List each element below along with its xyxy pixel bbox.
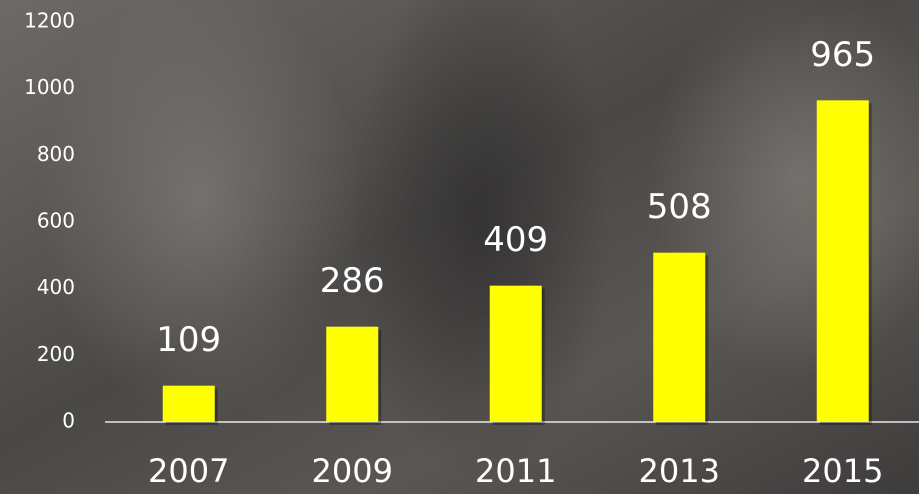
data-label: 109 (156, 320, 221, 360)
data-label: 286 (320, 261, 385, 301)
data-label: 409 (483, 220, 548, 260)
bar (817, 100, 869, 422)
y-tick-label: 600 (37, 209, 75, 233)
bar (653, 253, 705, 422)
x-tick-label: 2011 (475, 452, 556, 490)
y-tick-label: 1200 (24, 9, 75, 33)
bar (163, 386, 215, 422)
x-tick-label: 2015 (802, 452, 883, 490)
y-tick-label: 0 (62, 409, 75, 433)
chart: 0 200 400 600 800 1000 1200 2007 109 2009 286 2011 4… (0, 0, 919, 494)
x-tick-label: 2007 (148, 452, 229, 490)
bar (490, 286, 542, 422)
y-tick-label: 800 (37, 142, 75, 166)
page: {"chart_data": {"type": "bar", "categori… (0, 0, 919, 494)
y-tick-label: 200 (37, 342, 75, 366)
x-tick-label: 2013 (639, 452, 720, 490)
y-tick-label: 1000 (24, 75, 75, 99)
y-tick-label: 400 (37, 275, 75, 299)
bar (326, 327, 378, 422)
data-label: 508 (647, 187, 712, 227)
data-label: 965 (810, 35, 875, 75)
x-tick-label: 2009 (312, 452, 393, 490)
